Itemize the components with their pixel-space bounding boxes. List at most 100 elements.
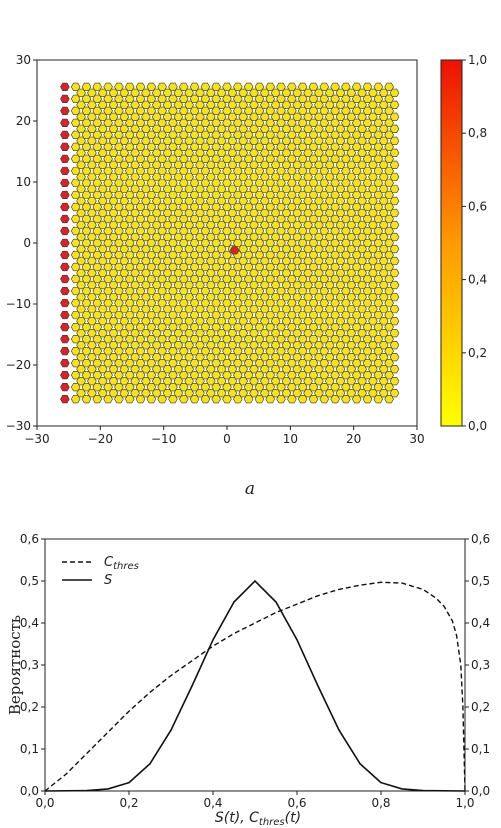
lattice-cell (297, 395, 308, 404)
x-tick-label: 10 (283, 432, 298, 446)
lattice-cell-red (60, 94, 70, 103)
x-axis-label: S(t), Cthres(t) (215, 810, 301, 828)
lattice-cell-red (60, 118, 70, 127)
series-s-line (44, 579, 466, 792)
lattice-cell (330, 395, 340, 404)
lattice-cell (389, 340, 400, 350)
y-tick-label: 10 (16, 175, 31, 189)
lattice-cell-red (60, 214, 70, 224)
lattice-cell-red (60, 130, 70, 139)
x-tick-label: −30 (24, 432, 49, 446)
lattice-cell-red (60, 190, 70, 200)
lattice-cell (389, 316, 400, 326)
lattice-cell-red (60, 250, 70, 260)
y-tick-label-right: 0,5 (471, 574, 490, 588)
colorbar-tick-label: 0,2 (468, 346, 487, 360)
lattice-cell-red (60, 286, 70, 296)
lattice-cell (362, 395, 373, 404)
lattice-cell (389, 389, 400, 398)
lattice-cell (243, 395, 254, 404)
lattice-cell-red (60, 142, 70, 152)
lattice-cell (200, 395, 211, 404)
x-tick-label: 0,4 (203, 796, 222, 810)
y-tick-label-right: 0,6 (471, 532, 490, 546)
legend-s-label: S (104, 573, 112, 588)
colorbar-tick-label: 0,8 (468, 126, 487, 140)
lattice-cell (389, 268, 400, 278)
lattice-cell-red (60, 226, 70, 236)
lattice-cell-red (60, 347, 70, 356)
lattice-cell (389, 88, 400, 97)
x-tick-label: 0,2 (119, 796, 138, 810)
lattice-cell (157, 395, 167, 404)
lattice-cell-red (60, 298, 70, 308)
y-tick-label-left: 0,0 (20, 784, 39, 798)
lattice-cell-red (60, 310, 70, 320)
lattice-cell (189, 395, 200, 404)
lattice-cell-red (60, 166, 70, 176)
lattice-cell (389, 124, 400, 133)
lattice-cell (384, 395, 394, 404)
series-c-thres-line (44, 581, 466, 792)
lattice-cell-red (60, 238, 70, 248)
lattice-cell-red (60, 334, 70, 344)
y-tick-label-left: 0,3 (20, 658, 39, 672)
lattice-cell (81, 395, 92, 404)
y-tick-label: −20 (6, 358, 31, 372)
lattice-cell (124, 395, 135, 404)
lattice-cell (389, 172, 400, 182)
y-tick-label: −10 (6, 297, 31, 311)
x-tick-label: −10 (151, 432, 176, 446)
lattice-cell-red (60, 178, 70, 188)
lattice-cell (168, 395, 178, 404)
lattice-cell (389, 232, 400, 242)
colorbar: 0,0 0,2 0,4 0,6 0,8 1,0 (440, 53, 487, 433)
lattice-cell-red (60, 383, 70, 392)
lattice-cell (389, 208, 400, 218)
colorbar-tick-label: 1,0 (468, 53, 487, 67)
x-tick-label: 0,0 (35, 796, 54, 810)
lattice-cells (60, 82, 400, 404)
lattice-cell (389, 196, 400, 206)
x-tick-label: 30 (409, 432, 424, 446)
lattice-cell (254, 395, 265, 404)
colorbar-ticks: 0,0 0,2 0,4 0,6 0,8 1,0 (462, 53, 487, 433)
figure-caption: a (245, 479, 255, 499)
lattice-cell (389, 184, 400, 194)
lattice-cell (114, 395, 124, 404)
lattice-center-cell (229, 246, 240, 255)
lattice-chart: −30 −20 −10 0 10 20 30 −30 −20 −10 0 10 20 30 (6, 53, 425, 446)
lattice-cell (179, 395, 189, 404)
y-tick-label-left: 0,2 (20, 700, 39, 714)
colorbar-gradient (440, 59, 463, 427)
lattice-cell (389, 304, 400, 314)
lattice-cell (287, 395, 297, 404)
y-tick-label-left: 0,1 (20, 742, 39, 756)
x-tick-label: 0,6 (287, 796, 306, 810)
lattice-cell (146, 395, 157, 404)
lattice-cell-red (60, 106, 70, 115)
legend: Cthres S (62, 555, 139, 588)
lattice-cell (265, 395, 275, 404)
lattice-cell (70, 395, 81, 404)
lattice-cell (135, 395, 146, 404)
colorbar-tick-label: 0,0 (468, 419, 487, 433)
lattice-cell (389, 256, 400, 266)
y-tick-label-right: 0,2 (471, 700, 490, 714)
lattice-cell-red (60, 82, 70, 91)
y-tick-label-left: 0,4 (20, 616, 39, 630)
lattice-cell (389, 365, 400, 374)
y-tick-label: 20 (16, 114, 31, 128)
y-tick-label: 30 (16, 53, 31, 67)
x-tick-label: 0,8 (371, 796, 390, 810)
x-tick-label: −20 (88, 432, 113, 446)
y-tick-label-right: 0,4 (471, 616, 490, 630)
lattice-cell (308, 395, 319, 404)
lattice-cell (319, 395, 330, 404)
lattice-cell (389, 377, 400, 386)
lattice-cell-red (60, 202, 70, 212)
lattice-cell-red (60, 322, 70, 332)
y-tick-label: −30 (6, 419, 31, 433)
y-tick-label-right: 0,1 (471, 742, 490, 756)
lattice-cell (351, 395, 362, 404)
